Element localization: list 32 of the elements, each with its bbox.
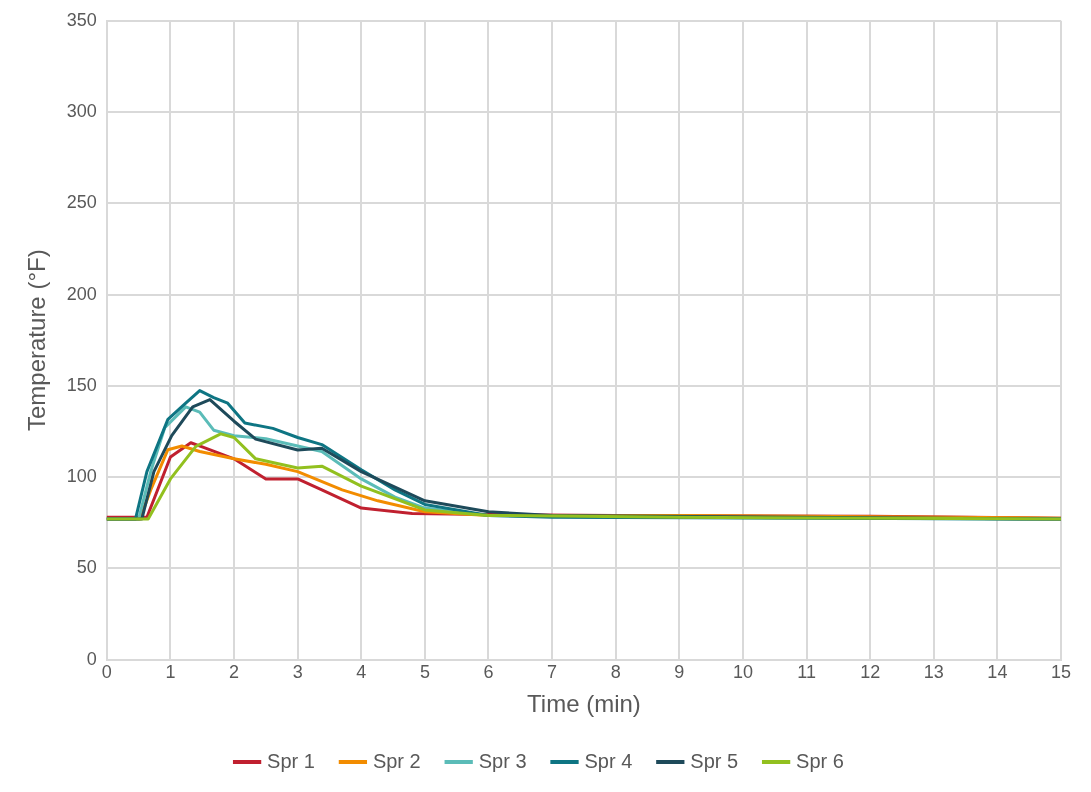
x-tick-label: 3 — [292, 662, 303, 683]
legend-label: Spr 5 — [690, 749, 739, 772]
legend-label: Spr 6 — [796, 749, 844, 772]
y-tick-label: 0 — [86, 648, 97, 669]
legend-label: Spr 1 — [267, 749, 315, 772]
y-tick-label: 350 — [66, 9, 97, 30]
x-tick-label: 15 — [1050, 662, 1072, 683]
y-tick-label: 150 — [66, 374, 97, 395]
y-tick-label: 100 — [66, 466, 97, 487]
x-tick-label: 13 — [923, 662, 944, 683]
x-tick-label: 7 — [547, 662, 558, 683]
y-axis-title: Temperature (°F) — [23, 249, 51, 432]
x-tick-label: 9 — [674, 662, 685, 683]
x-tick-label: 11 — [797, 662, 816, 683]
x-tick-label: 5 — [419, 662, 430, 683]
x-tick-label: 0 — [101, 662, 112, 683]
y-tick-label: 50 — [76, 557, 97, 578]
y-tick-label: 300 — [66, 101, 97, 122]
legend-label: Spr 2 — [372, 749, 421, 772]
x-tick-label: 1 — [165, 662, 176, 683]
y-tick-label: 250 — [66, 192, 97, 213]
x-axis-title: Time (min) — [527, 690, 641, 718]
y-tick-label: 200 — [66, 283, 97, 304]
x-tick-label: 2 — [229, 662, 240, 683]
x-tick-label: 14 — [987, 662, 1008, 683]
x-tick-label: 8 — [610, 662, 621, 683]
legend-label: Spr 4 — [584, 749, 633, 772]
x-tick-label: 10 — [732, 662, 753, 683]
x-tick-label: 12 — [860, 662, 881, 683]
x-tick-label: 6 — [483, 662, 494, 683]
legend-label: Spr 3 — [478, 749, 527, 772]
x-tick-label: 4 — [356, 662, 367, 683]
